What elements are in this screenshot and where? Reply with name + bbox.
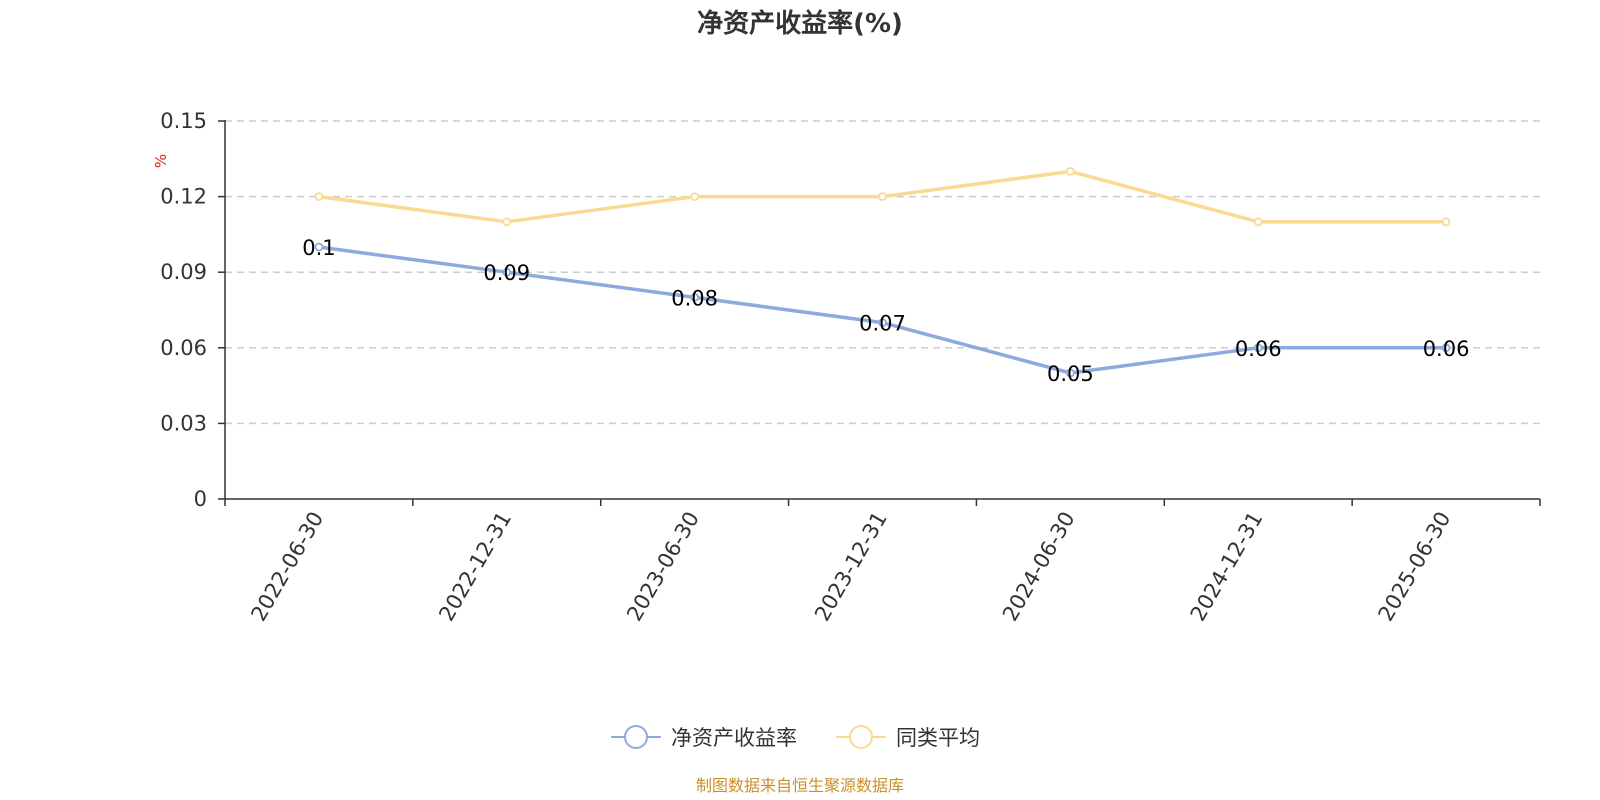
data-label: 0.06: [1235, 337, 1282, 361]
grid-lines: [225, 120, 1540, 425]
legend-label: 同类平均: [896, 726, 980, 750]
y-tick-label: 0.09: [160, 260, 207, 284]
source-note: 制图数据来自恒生聚源数据库: [696, 776, 904, 795]
y-tick-label: 0.12: [160, 185, 207, 209]
legend[interactable]: 净资产收益率 同类平均: [611, 725, 980, 750]
data-point: [1253, 343, 1263, 353]
data-point: [314, 242, 324, 252]
legend-marker: [849, 725, 873, 749]
data-point: [502, 217, 512, 227]
chart-title: 净资产收益率(%): [697, 8, 903, 39]
x-tick-label: 2025-06-30: [1374, 508, 1456, 626]
x-tick-label: 2023-06-30: [622, 508, 704, 626]
data-labels: 0.1 0.09 0.08 0.07 0.05 0.06 0.06: [302, 236, 1469, 386]
data-point: [502, 267, 512, 277]
series-lines: [314, 166, 1451, 378]
data-point: [314, 192, 324, 202]
data-label: 0.05: [1047, 362, 1094, 386]
data-point: [1253, 217, 1263, 227]
x-tick-label: 2024-06-30: [998, 508, 1080, 626]
data-point: [878, 192, 887, 202]
data-point: [1441, 343, 1451, 353]
y-axis-unit: %: [152, 154, 170, 168]
legend-label: 净资产收益率: [671, 726, 797, 750]
data-point: [690, 192, 700, 202]
y-tick-label: 0.06: [160, 336, 207, 360]
y-tick-label: 0: [194, 487, 207, 511]
data-label: 0.06: [1423, 337, 1470, 361]
data-label: 0.09: [483, 261, 530, 285]
legend-marker: [624, 725, 648, 749]
data-label: 0.07: [859, 312, 906, 336]
x-tick-label: 2022-06-30: [246, 508, 328, 626]
data-point: [690, 292, 700, 302]
x-tick-label: 2022-12-31: [434, 508, 516, 626]
y-tick-label: 0.15: [160, 109, 207, 133]
data-point: [1065, 166, 1075, 176]
data-label: 0.08: [671, 286, 718, 310]
x-tick-label: 2024-12-31: [1186, 508, 1268, 626]
axes: 0 0.03 0.06 0.09 0.12 0.15 2022-06-30 2022-12-3…: [160, 109, 1541, 626]
data-point: [1441, 217, 1451, 227]
y-tick-label: 0.03: [160, 411, 207, 435]
data-point: [878, 318, 887, 328]
data-point: [1065, 368, 1075, 378]
x-tick-label: 2023-12-31: [810, 508, 892, 626]
data-label: 0.1: [302, 236, 335, 260]
